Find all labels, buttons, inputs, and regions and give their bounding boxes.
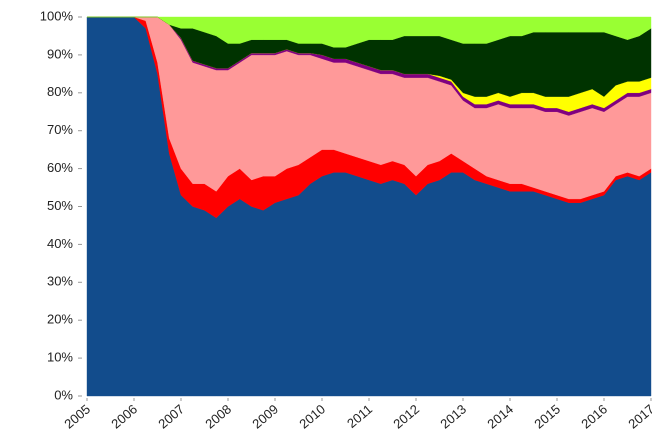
- x-tick-label: 2008: [202, 401, 234, 430]
- y-tick-label: 60%: [47, 160, 73, 175]
- x-tick-label: 2009: [249, 401, 281, 430]
- y-tick-label: 30%: [47, 274, 73, 289]
- area: [87, 16, 652, 48]
- y-tick-label: 20%: [47, 312, 73, 327]
- x-tick-label: 2014: [484, 401, 516, 430]
- y-tick-label: 10%: [47, 350, 73, 365]
- y-tick-label: 80%: [47, 84, 73, 99]
- x-tick-label: 2012: [390, 401, 422, 430]
- y-tick-label: 100%: [40, 8, 74, 23]
- x-tick-label: 2007: [155, 401, 187, 430]
- x-tick-label: 2017: [625, 401, 652, 430]
- x-tick-label: 2016: [578, 401, 610, 430]
- y-tick-label: 70%: [47, 122, 73, 137]
- y-tick-label: 90%: [47, 46, 73, 61]
- x-tick-label: 2015: [531, 401, 563, 430]
- x-tick-label: 2011: [344, 401, 375, 430]
- x-tick-label: 2010: [296, 401, 328, 430]
- x-tick-label: 2006: [108, 401, 140, 430]
- x-tick-label: 2005: [61, 401, 93, 430]
- y-tick-label: 0%: [54, 387, 73, 402]
- y-tick-label: 50%: [47, 198, 73, 213]
- x-tick-label: 2013: [437, 401, 469, 430]
- y-tick-label: 40%: [47, 236, 73, 251]
